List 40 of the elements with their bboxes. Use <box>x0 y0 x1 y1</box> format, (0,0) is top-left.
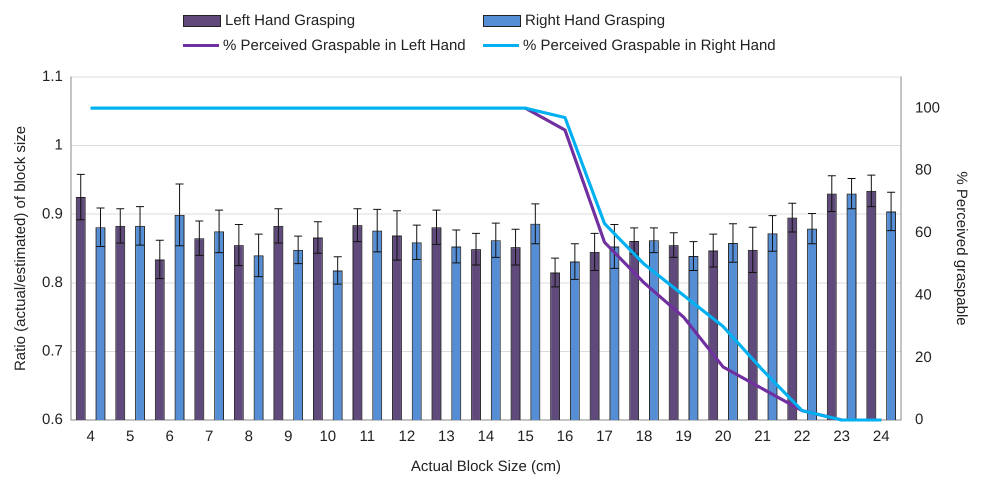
y2-tick-label: 100 <box>914 99 940 116</box>
y2-tick-label: 80 <box>914 162 932 179</box>
y-tick-label: 0.9 <box>42 205 63 222</box>
legend-label: Left Hand Grasping <box>225 12 356 29</box>
x-tick-label: 14 <box>478 428 494 446</box>
x-tick-label: 9 <box>284 428 292 446</box>
x-tick-label: 24 <box>872 428 890 446</box>
y2-tick-label: 0 <box>914 411 924 428</box>
x-tick-label: 4 <box>86 428 95 446</box>
x-tick-label: 12 <box>398 428 416 446</box>
x-tick-label: 19 <box>675 428 692 446</box>
x-tick-label: 20 <box>714 428 732 446</box>
y2-axis-title: % Perceived graspable <box>952 171 970 326</box>
y-tick-label: 0.6 <box>42 411 63 428</box>
x-tick-label: 21 <box>754 428 771 446</box>
x-tick-label: 23 <box>833 428 850 446</box>
legend-label: % Perceived Graspable in Left Hand <box>223 37 466 54</box>
x-tick-label: 15 <box>517 428 534 446</box>
x-tick-label: 18 <box>636 428 652 446</box>
y-tick-label: 0.8 <box>42 274 63 291</box>
x-tick-label: 5 <box>126 428 134 446</box>
y-tick-label: 1 <box>54 136 63 154</box>
x-tick-label: 7 <box>205 428 214 446</box>
x-tick-label: 10 <box>319 428 336 446</box>
y2-tick-label: 20 <box>914 348 932 366</box>
x-tick-label: 11 <box>360 428 376 446</box>
x-tick-label: 6 <box>166 428 174 446</box>
x-axis-title: Actual Block Size (cm) <box>410 458 561 476</box>
x-tick-label: 13 <box>438 428 455 446</box>
legend-label: Right Hand Grasping <box>525 12 666 29</box>
y2-tick-label: 40 <box>914 286 932 304</box>
x-tick-label: 16 <box>556 428 574 446</box>
y-tick-label: 1.1 <box>42 68 63 86</box>
legend-label: % Perceived Graspable in Right Hand <box>523 37 776 54</box>
y-axis-title: Ratio (actual/estimated) of block size <box>12 126 30 372</box>
y-tick-label: 0.7 <box>42 342 63 360</box>
x-tick-label: 22 <box>794 428 810 446</box>
y2-tick-label: 60 <box>914 224 932 242</box>
x-tick-label: 8 <box>244 428 253 446</box>
x-tick-label: 17 <box>596 428 613 446</box>
